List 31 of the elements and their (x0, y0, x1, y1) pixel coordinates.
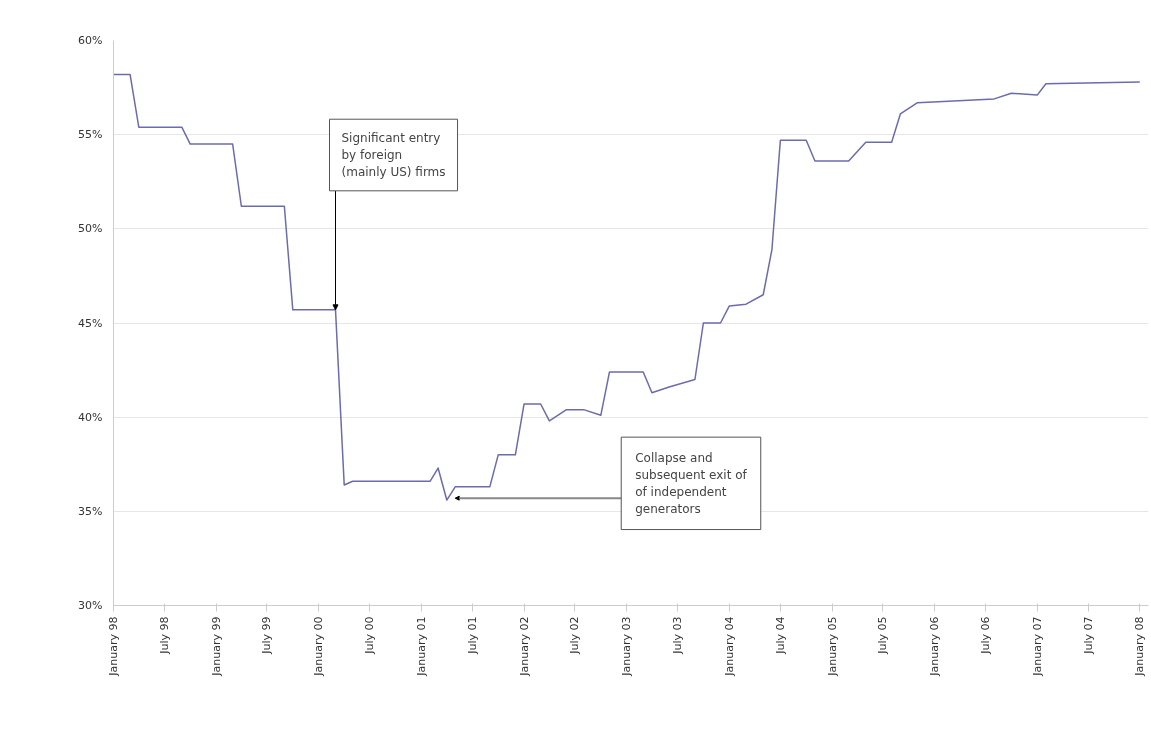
y-tick-label: 50% (78, 222, 103, 236)
x-tick-label: July 03 (671, 616, 685, 655)
x-tick-label: July 04 (773, 616, 787, 655)
y-tick-label: 60% (78, 34, 103, 47)
x-tick-label: July 05 (876, 616, 890, 655)
y-tick-label: 40% (78, 410, 103, 424)
x-tick-label: January 04 (722, 616, 736, 677)
y-tick-label: 55% (78, 128, 103, 142)
x-tick-label: January 99 (209, 616, 223, 677)
x-tick-label: January 08 (1133, 616, 1147, 677)
annotation: Significant entry by foreign (mainly US) firms (341, 131, 446, 179)
line-series (113, 73, 1141, 501)
x-tick-label: July 01 (465, 616, 479, 655)
x-tick-label: January 02 (517, 616, 531, 677)
x-tick-label: July 06 (979, 616, 993, 655)
y-tick-label: 30% (78, 599, 103, 612)
x-tick-label: January 01 (415, 616, 428, 677)
x-tick-label: July 99 (260, 616, 274, 655)
y-tick-label: 35% (78, 504, 103, 518)
y-tick-label: 45% (78, 316, 103, 330)
x-tick-label: January 07 (1030, 616, 1044, 677)
x-tick-label: July 00 (363, 616, 377, 655)
x-tick-label: January 05 (825, 616, 839, 677)
x-tick-label: July 98 (157, 616, 171, 655)
x-tick-label: January 98 (107, 616, 120, 677)
x-tick-label: January 00 (312, 616, 326, 677)
x-tick-label: July 02 (568, 616, 582, 655)
x-tick-label: July 07 (1081, 616, 1095, 655)
x-tick-label: January 06 (928, 616, 942, 677)
annotation: Collapse and subsequent exit of of independent generators (635, 451, 748, 516)
x-tick-label: January 03 (620, 616, 634, 677)
